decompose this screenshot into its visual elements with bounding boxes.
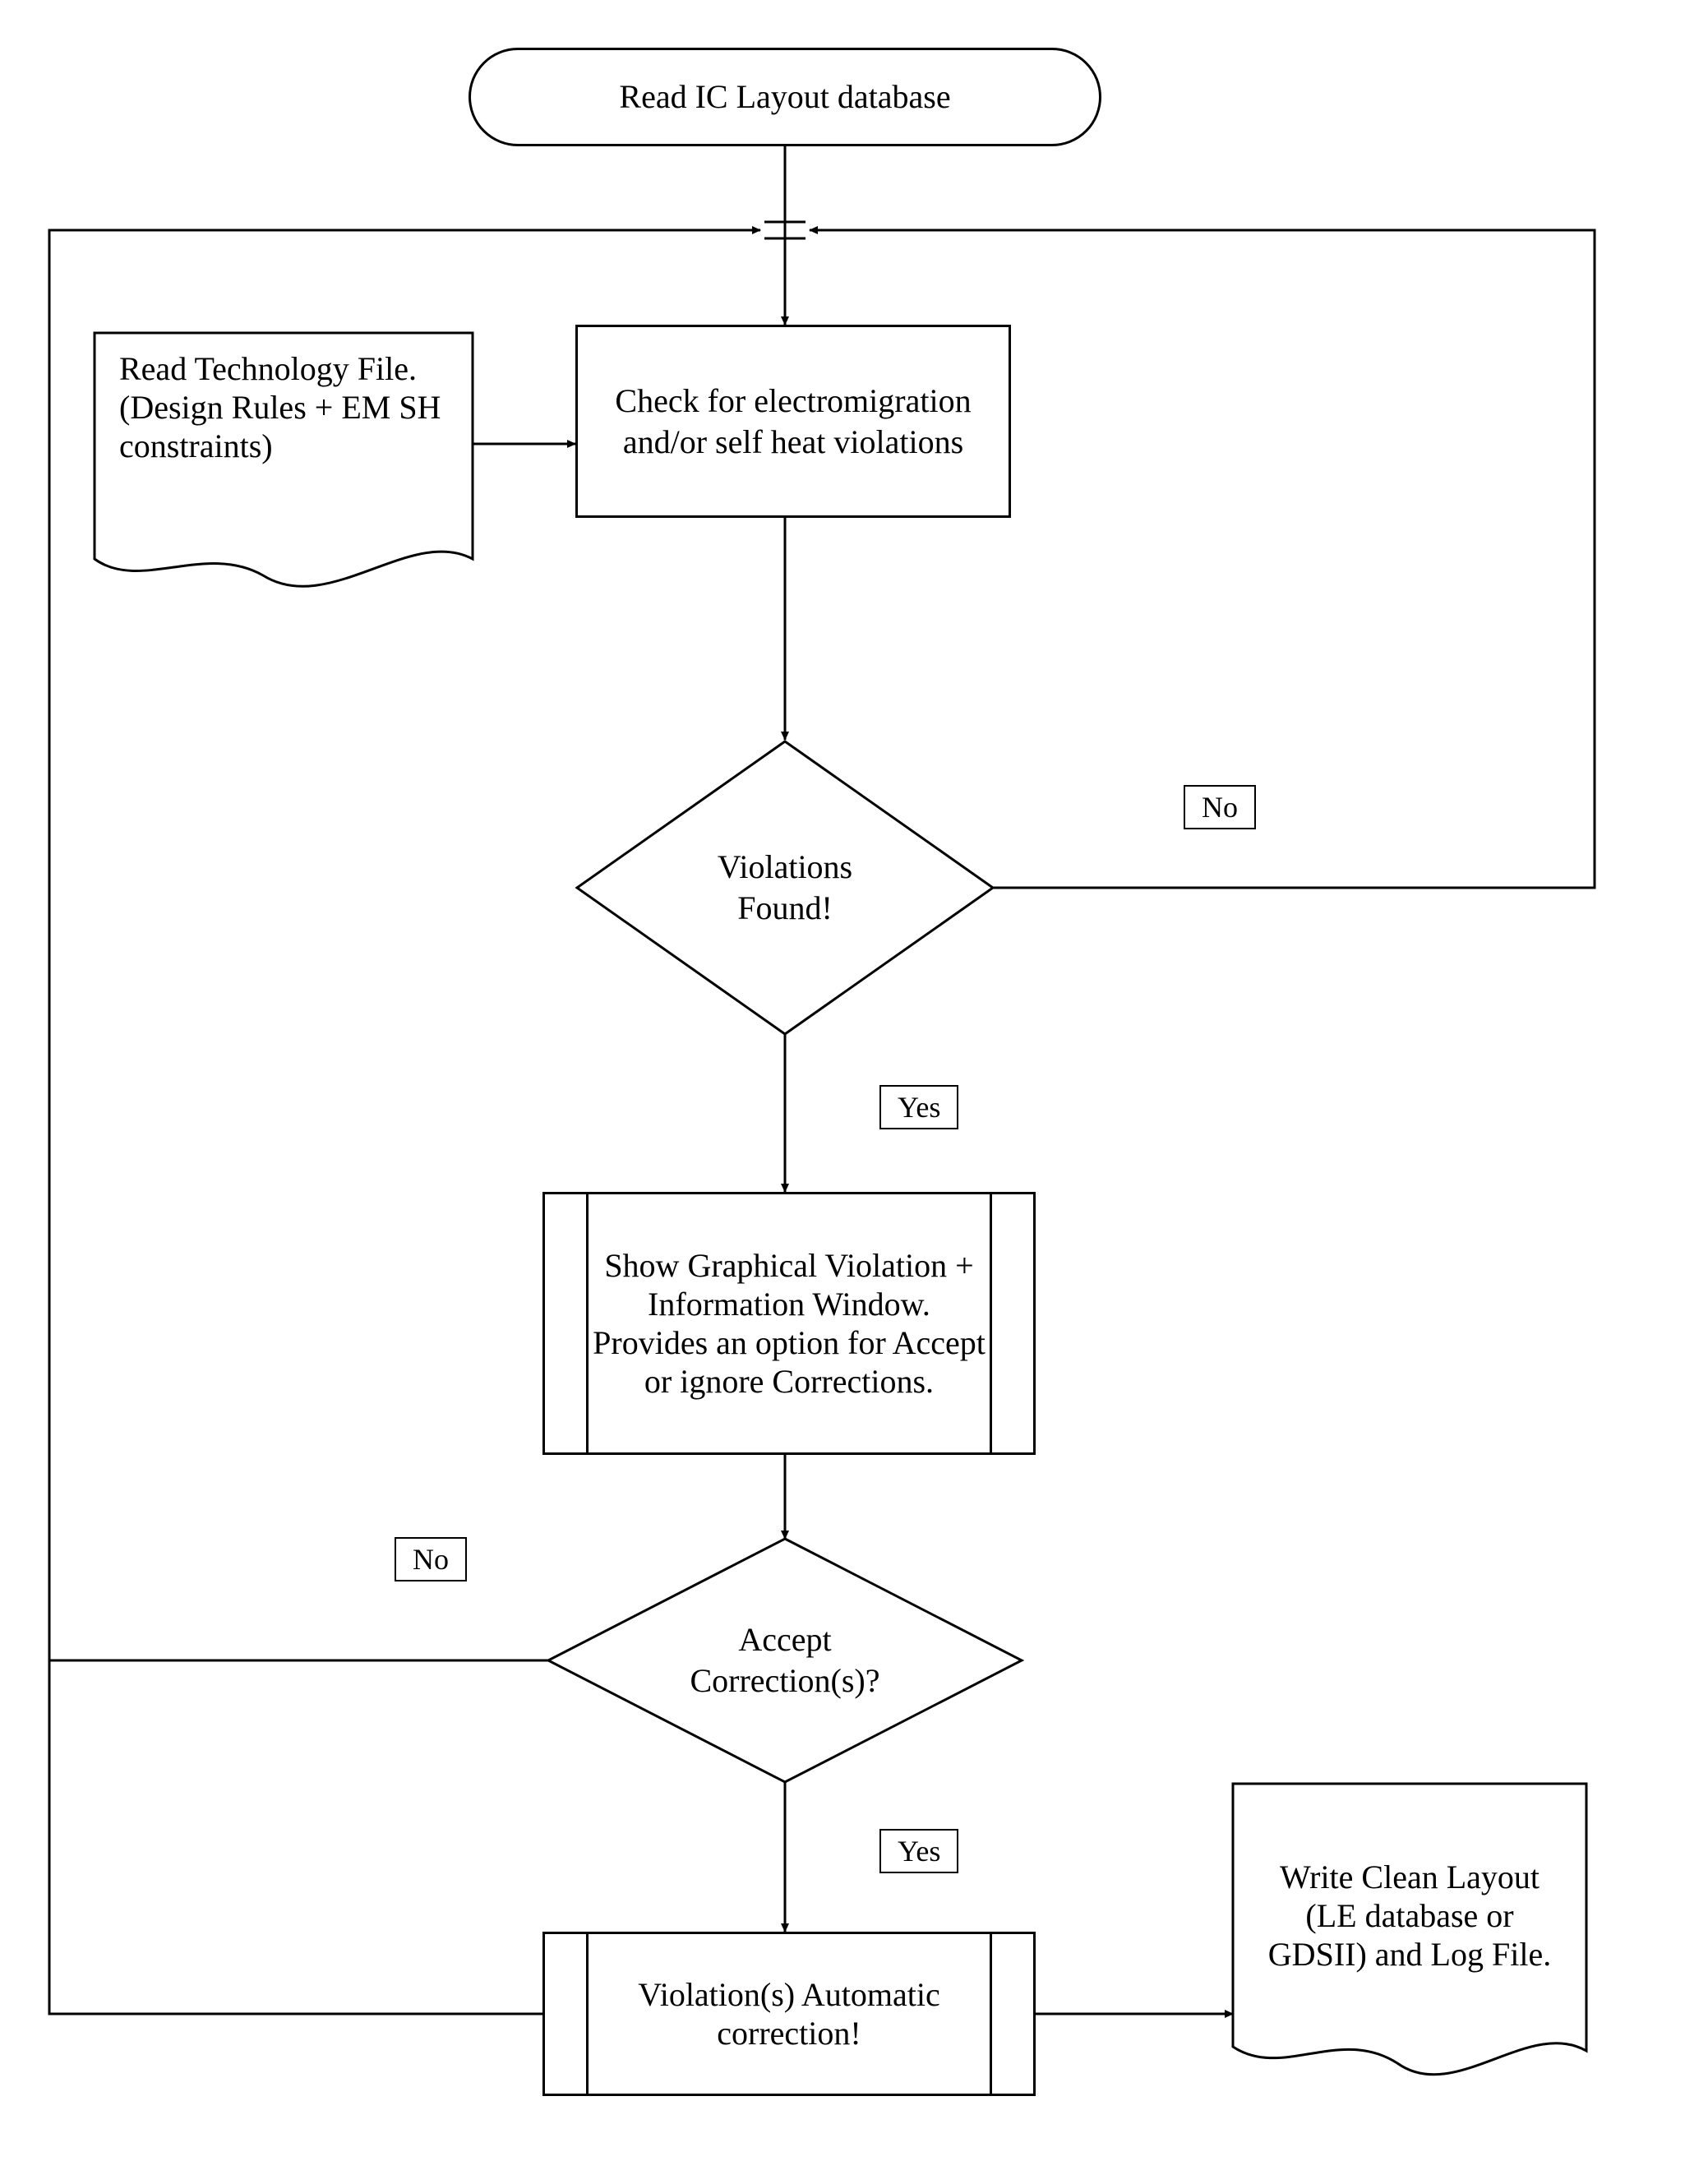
label-no-2: No: [395, 1537, 467, 1581]
node-auto-correct: Violation(s) Automatic correction!: [542, 1932, 1036, 2096]
node-check-label: Check for electromigration and/or self h…: [602, 381, 984, 463]
node-start-label: Read IC Layout database: [619, 76, 950, 118]
label-yes-2-text: Yes: [898, 1834, 940, 1868]
node-tech-file: Read Technology File. (Design Rules + EM…: [95, 333, 473, 579]
node-auto-correct-label: Violation(s) Automatic correction!: [589, 1975, 990, 2052]
node-write-clean-label: Write Clean Layout (LE database or GDSII…: [1233, 1784, 1586, 2071]
node-write-clean: Write Clean Layout (LE database or GDSII…: [1233, 1784, 1586, 2071]
node-accept-label: Accept Correction(s)?: [678, 1619, 892, 1701]
node-accept: Accept Correction(s)?: [548, 1539, 1022, 1782]
node-violations-found: Violations Found!: [577, 741, 993, 1034]
node-check: Check for electromigration and/or self h…: [575, 325, 1011, 518]
label-no-1: No: [1184, 785, 1256, 829]
node-tech-file-label: Read Technology File. (Design Rules + EM…: [95, 333, 473, 579]
node-violations-found-label: Violations Found!: [695, 847, 875, 929]
label-no-1-text: No: [1202, 790, 1238, 824]
label-no-2-text: No: [413, 1542, 449, 1577]
node-show-violation-label: Show Graphical Violation + Information W…: [589, 1246, 990, 1401]
label-yes-2: Yes: [879, 1829, 958, 1873]
label-yes-1: Yes: [879, 1085, 958, 1129]
flowchart-canvas: Read IC Layout database Read Technology …: [0, 0, 1708, 2184]
node-start: Read IC Layout database: [469, 48, 1101, 146]
node-show-violation: Show Graphical Violation + Information W…: [542, 1192, 1036, 1455]
label-yes-1-text: Yes: [898, 1090, 940, 1124]
